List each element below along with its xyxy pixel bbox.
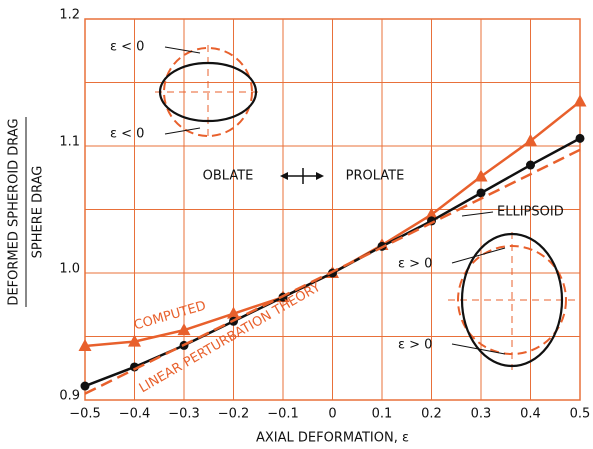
annotation: ε > 0 [398, 338, 432, 353]
annotation: ε < 0 [110, 127, 144, 142]
leader [462, 212, 493, 216]
point [475, 169, 488, 181]
y-tick-label: 1.1 [59, 135, 80, 150]
x-tick-label: −0.4 [119, 407, 151, 422]
series-label: LINEAR PERTURBATION THEORY [137, 280, 324, 396]
y-axis-label: SPHERE DRAG [31, 166, 46, 259]
point [81, 382, 90, 391]
series-label: COMPUTED [132, 299, 207, 334]
chart: −0.5 −0.4 −0.3 −0.2 −0.1 0 0.1 0.2 0.3 0.4 0.5 0.9 1… [0, 0, 593, 449]
annotation: ε > 0 [398, 257, 432, 272]
leader [165, 128, 200, 134]
page: −0.5 −0.4 −0.3 −0.2 −0.1 0 0.1 0.2 0.3 0.4 0.5 0.9 1… [0, 0, 593, 449]
y-tick-label: 1.2 [59, 8, 80, 23]
point [477, 188, 486, 197]
leader [452, 344, 505, 354]
x-tick-label: 0.1 [372, 407, 393, 422]
x-tick-label: −0.3 [168, 407, 200, 422]
annotation: ε < 0 [110, 40, 144, 55]
annotation: PROLATE [346, 169, 405, 184]
x-axis-label: AXIAL DEFORMATION, ε [256, 431, 409, 446]
x-tick-label: −0.5 [69, 407, 101, 422]
point [574, 95, 587, 107]
x-tick-label: 0 [328, 407, 336, 422]
annotation: OBLATE [203, 169, 254, 184]
y-axis-label: DEFORMED SPHEROID DRAG [7, 118, 22, 305]
x-tick-label: −0.1 [267, 407, 299, 422]
x-tick-label: 0.5 [570, 407, 591, 422]
x-tick-label: −0.2 [218, 407, 250, 422]
leader [165, 47, 200, 53]
y-tick-label: 1.0 [59, 262, 80, 277]
x-tick-label: 0.2 [421, 407, 442, 422]
series-label: ELLIPSOID [497, 205, 564, 220]
y-tick-label: 0.9 [59, 389, 80, 404]
x-tick-label: 0.3 [471, 407, 492, 422]
point [576, 134, 585, 143]
x-tick-label: 0.4 [520, 407, 541, 422]
point [526, 161, 535, 170]
